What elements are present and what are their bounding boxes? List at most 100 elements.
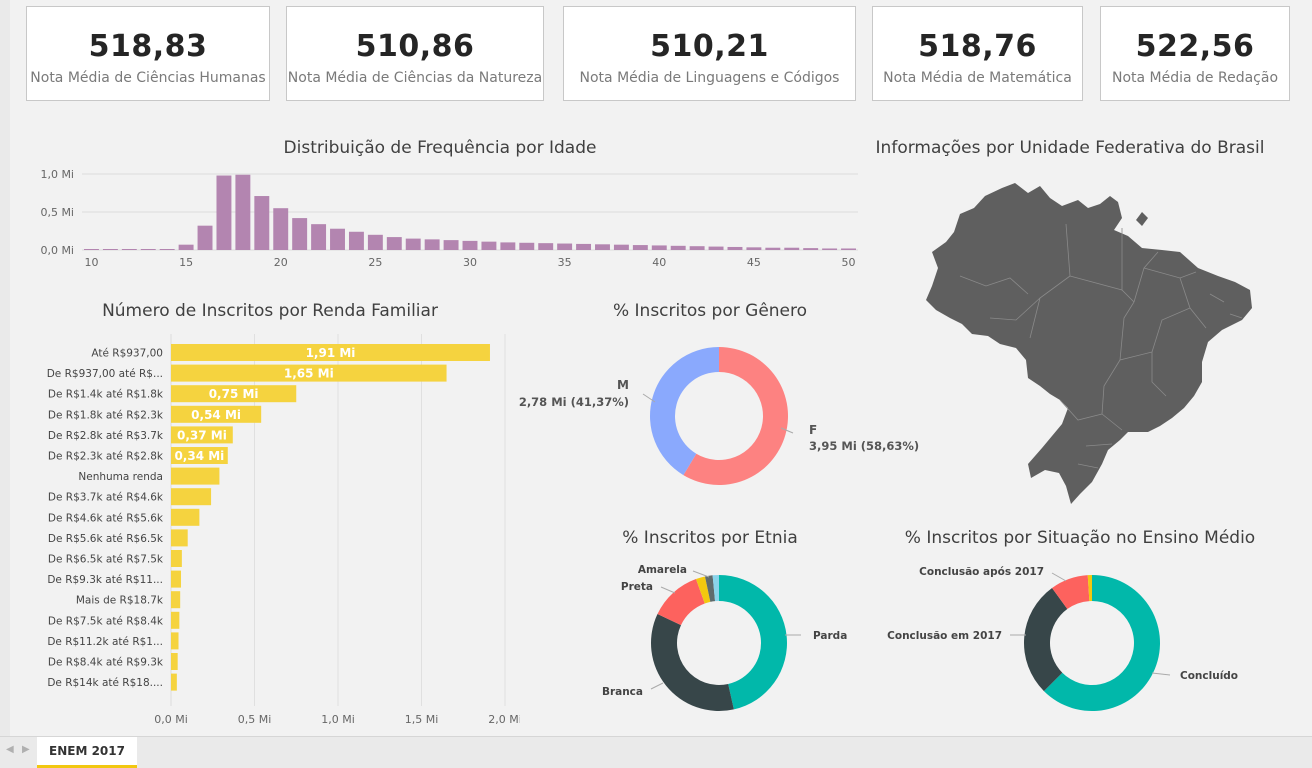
income-bar xyxy=(171,550,182,567)
age-bar xyxy=(670,245,686,250)
donut-slice xyxy=(695,576,711,604)
kpi-card-matematica[interactable]: 518,76 Nota Média de Matemática xyxy=(872,6,1083,101)
slice-label: Amarela xyxy=(638,564,687,576)
income-bar xyxy=(171,673,177,691)
data-label: 0,75 Mi xyxy=(209,387,259,401)
age-bar xyxy=(405,238,421,250)
age-distribution-chart[interactable]: 0,0 Mi 0,5 Mi 1,0 Mi 10 15 20 25 30 35 40 45 50 xyxy=(30,162,860,272)
income-bar xyxy=(171,508,200,526)
income-bar xyxy=(171,447,228,464)
category-label: De R$3.7k até R$4.6k xyxy=(48,492,164,504)
kpi-value: 522,56 xyxy=(1135,29,1255,64)
category-label: De R$14k até R$18.... xyxy=(47,677,163,689)
age-chart-title: Distribuição de Frequência por Idade xyxy=(283,138,597,158)
x-tick-label: 40 xyxy=(652,256,666,269)
age-bar xyxy=(367,234,383,250)
x-tick-label: 35 xyxy=(558,256,572,269)
category-label: De R$1.8k até R$2.3k xyxy=(48,409,164,421)
data-label: 1,65 Mi xyxy=(284,367,334,381)
age-bar xyxy=(538,243,554,250)
age-bar xyxy=(273,208,289,250)
income-bar xyxy=(171,488,212,506)
category-label: De R$937,00 até R$... xyxy=(47,368,163,380)
y-tick-label: 0,0 Mi xyxy=(40,244,74,257)
slice-detail: 3,95 Mi (58,63%) xyxy=(809,439,919,453)
tab-enem-2017[interactable]: ENEM 2017 xyxy=(37,737,137,768)
age-bar xyxy=(500,242,516,250)
ethnicity-chart-title: % Inscritos por Etnia xyxy=(622,528,798,548)
category-label: Mais de R$18.7k xyxy=(76,595,164,607)
kpi-card-ciencias-natureza[interactable]: 510,86 Nota Média de Ciências da Naturez… xyxy=(286,6,544,101)
age-bar xyxy=(481,241,497,250)
leader-line xyxy=(660,586,676,594)
kpi-label: Nota Média de Ciências da Natureza xyxy=(287,70,543,86)
category-label: De R$6.5k até R$7.5k xyxy=(48,554,164,566)
age-bar xyxy=(519,242,535,250)
data-label: 0,54 Mi xyxy=(191,408,241,422)
income-chart-title: Número de Inscritos por Renda Familiar xyxy=(102,301,438,321)
x-tick-label: 45 xyxy=(747,256,761,269)
chevron-left-icon[interactable]: ◀ xyxy=(6,744,14,755)
donut-slice xyxy=(705,575,716,602)
gender-donut-chart[interactable]: F 3,95 Mi (58,63%) M 2,78 Mi (41,37%) xyxy=(500,320,930,510)
age-bar xyxy=(651,245,667,250)
category-label: De R$1.4k até R$1.8k xyxy=(48,389,164,401)
age-bar xyxy=(330,228,345,250)
age-bar xyxy=(386,237,402,250)
kpi-card-redacao[interactable]: 522,56 Nota Média de Redação xyxy=(1100,6,1290,101)
x-tick-label: 2,0 Mi xyxy=(488,713,520,726)
donut-slice xyxy=(650,347,719,476)
age-bar xyxy=(727,246,743,250)
chevron-right-icon[interactable]: ▶ xyxy=(22,744,30,755)
age-bar xyxy=(689,246,705,250)
ethnicity-donut-chart[interactable]: Parda Branca Preta Amarela xyxy=(570,552,860,732)
slice-label: Conclusão após 2017 xyxy=(919,566,1044,578)
category-label: De R$7.5k até R$8.4k xyxy=(48,615,164,627)
x-tick-label: 30 xyxy=(463,256,477,269)
y-tick-label: 0,5 Mi xyxy=(40,206,74,219)
age-bar xyxy=(632,245,648,250)
age-bar xyxy=(178,244,194,250)
x-tick-label: 50 xyxy=(842,256,856,269)
age-bar xyxy=(595,244,610,250)
leader-line xyxy=(642,393,656,403)
category-label: De R$8.4k até R$9.3k xyxy=(48,657,164,669)
leader-line xyxy=(650,682,664,690)
slice-label: M xyxy=(617,378,629,392)
category-label: Nenhuma renda xyxy=(78,471,163,483)
donut-slice xyxy=(712,575,719,602)
x-tick-label: 20 xyxy=(274,256,288,269)
brazil-states-shape[interactable] xyxy=(926,183,1252,504)
page-tab-bar: ◀ ▶ ENEM 2017 xyxy=(0,736,1312,768)
state-borders xyxy=(959,223,1243,469)
kpi-label: Nota Média de Redação xyxy=(1111,70,1279,86)
leader-line xyxy=(1151,672,1171,676)
brazil-map[interactable] xyxy=(890,168,1270,528)
x-tick-label: 0,0 Mi xyxy=(154,713,188,726)
report-canvas: 518,83 Nota Média de Ciências Humanas 51… xyxy=(10,0,1312,736)
school-donut-chart[interactable]: Concluído Conclusão em 2017 Conclusão após… xyxy=(870,552,1290,732)
age-bar xyxy=(822,248,838,250)
kpi-card-linguagens[interactable]: 510,21 Nota Média de Linguagens e Código… xyxy=(563,6,856,101)
kpi-card-ciencias-humanas[interactable]: 518,83 Nota Média de Ciências Humanas xyxy=(26,6,270,101)
income-bar xyxy=(171,570,182,588)
income-bar xyxy=(171,632,179,650)
x-tick-label: 0,5 Mi xyxy=(238,713,272,726)
donut-slice xyxy=(1024,587,1068,692)
category-label: Até R$937,00 xyxy=(91,348,163,360)
income-bar xyxy=(171,344,490,361)
income-bar xyxy=(171,385,297,403)
x-tick-label: 1,0 Mi xyxy=(321,713,355,726)
slice-label: Conclusão em 2017 xyxy=(887,630,1002,642)
data-label: 0,37 Mi xyxy=(177,428,227,442)
slice-detail: 2,78 Mi (41,37%) xyxy=(519,395,629,409)
slice-label: Branca xyxy=(602,686,643,698)
category-label: De R$2.8k até R$3.7k xyxy=(48,430,164,442)
income-bar-chart[interactable]: Até R$937,00 1,91 Mi De R$937,00 até R$...… xyxy=(20,330,520,730)
x-tick-label: 25 xyxy=(368,256,382,269)
income-bar xyxy=(171,611,180,629)
data-label: 0,34 Mi xyxy=(174,449,224,463)
data-label: 1,91 Mi xyxy=(306,346,356,360)
age-bar xyxy=(613,244,629,250)
donut-slice xyxy=(683,347,788,485)
